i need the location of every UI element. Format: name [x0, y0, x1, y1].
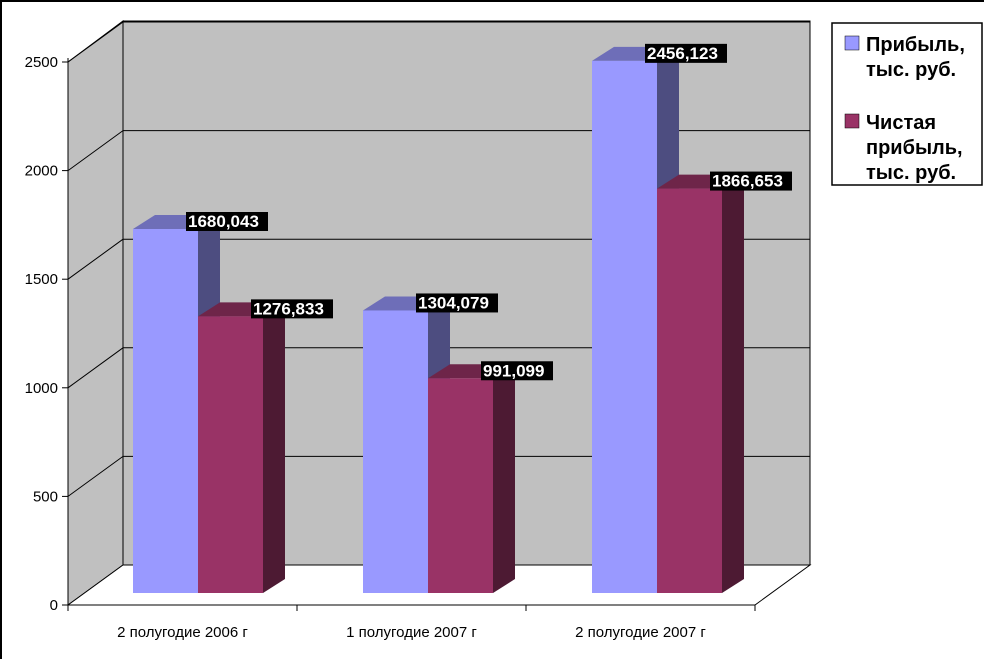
y-tick-label: 2000 [25, 163, 58, 180]
y-axis: 0 500 1000 1500 2000 2500 [25, 54, 755, 614]
bar-front [428, 378, 493, 593]
category-label: 2 полугодие 2006 г [117, 624, 248, 641]
bar [657, 174, 744, 594]
y-tick-label: 500 [33, 488, 58, 505]
side-wall [67, 20, 124, 606]
data-label: 1866,653 [710, 171, 792, 191]
data-label-text: 1680,043 [188, 212, 259, 231]
bar [428, 364, 515, 593]
legend: Прибыль, тыс. руб. Чистая прибыль, тыс. … [831, 22, 983, 186]
gridline-side [67, 238, 124, 280]
data-label-background [710, 171, 792, 191]
bar-side [493, 364, 515, 593]
data-label: 991,099 [481, 361, 553, 381]
legend-swatch-net-profit [844, 113, 860, 129]
data-label-text: 1304,079 [418, 293, 489, 312]
bar-front [133, 229, 198, 593]
data-label: 2456,123 [645, 43, 727, 63]
category-labels: 2 полугодие 2006 г 1 полугодие 2007 г 2 по… [67, 605, 756, 641]
data-label-background [251, 299, 333, 319]
bars [133, 46, 744, 594]
data-labels: 1680,043 1304,079 2456,123 1276,833 991,099 1… [186, 43, 792, 381]
gridline-side [67, 130, 124, 172]
legend-swatch-profit [844, 35, 860, 51]
data-label: 1304,079 [416, 293, 498, 313]
gridline-side [67, 21, 124, 63]
data-label-background [186, 212, 268, 231]
category-label: 2 полугодие 2007 г [575, 624, 706, 641]
data-label-background [416, 293, 498, 313]
category-label: 1 полугодие 2007 г [346, 624, 477, 641]
y-tick-label: 2500 [25, 54, 58, 71]
bar-front [198, 316, 263, 593]
legend-label-net-profit-line-2: прибыль, [866, 137, 963, 159]
gridline-side [67, 455, 124, 497]
bar-side [722, 174, 744, 594]
legend-label-profit-line-1: Прибыль, [866, 34, 965, 56]
data-label-background [645, 43, 727, 63]
data-label-text: 1276,833 [253, 299, 324, 318]
y-tick-label: 0 [50, 597, 58, 614]
gridline-side [67, 347, 124, 389]
bar-front [592, 60, 657, 593]
bar [198, 302, 285, 593]
y-tick-label: 1500 [25, 271, 58, 288]
data-label-text: 1866,653 [712, 172, 783, 191]
data-label-text: 2456,123 [647, 44, 718, 63]
legend-label-profit-line-2: тыс. руб. [866, 59, 956, 81]
legend-label-net-profit-line-1: Чистая [866, 112, 936, 134]
bar-front [657, 188, 722, 594]
bar-side [263, 302, 285, 593]
data-label: 1680,043 [186, 212, 268, 231]
legend-label-net-profit-line-3: тыс. руб. [866, 162, 956, 184]
data-label-text: 991,099 [483, 361, 544, 380]
data-label-background [481, 361, 553, 381]
bar-front [363, 310, 428, 593]
y-tick-label: 1000 [25, 380, 58, 397]
data-label: 1276,833 [251, 299, 333, 319]
